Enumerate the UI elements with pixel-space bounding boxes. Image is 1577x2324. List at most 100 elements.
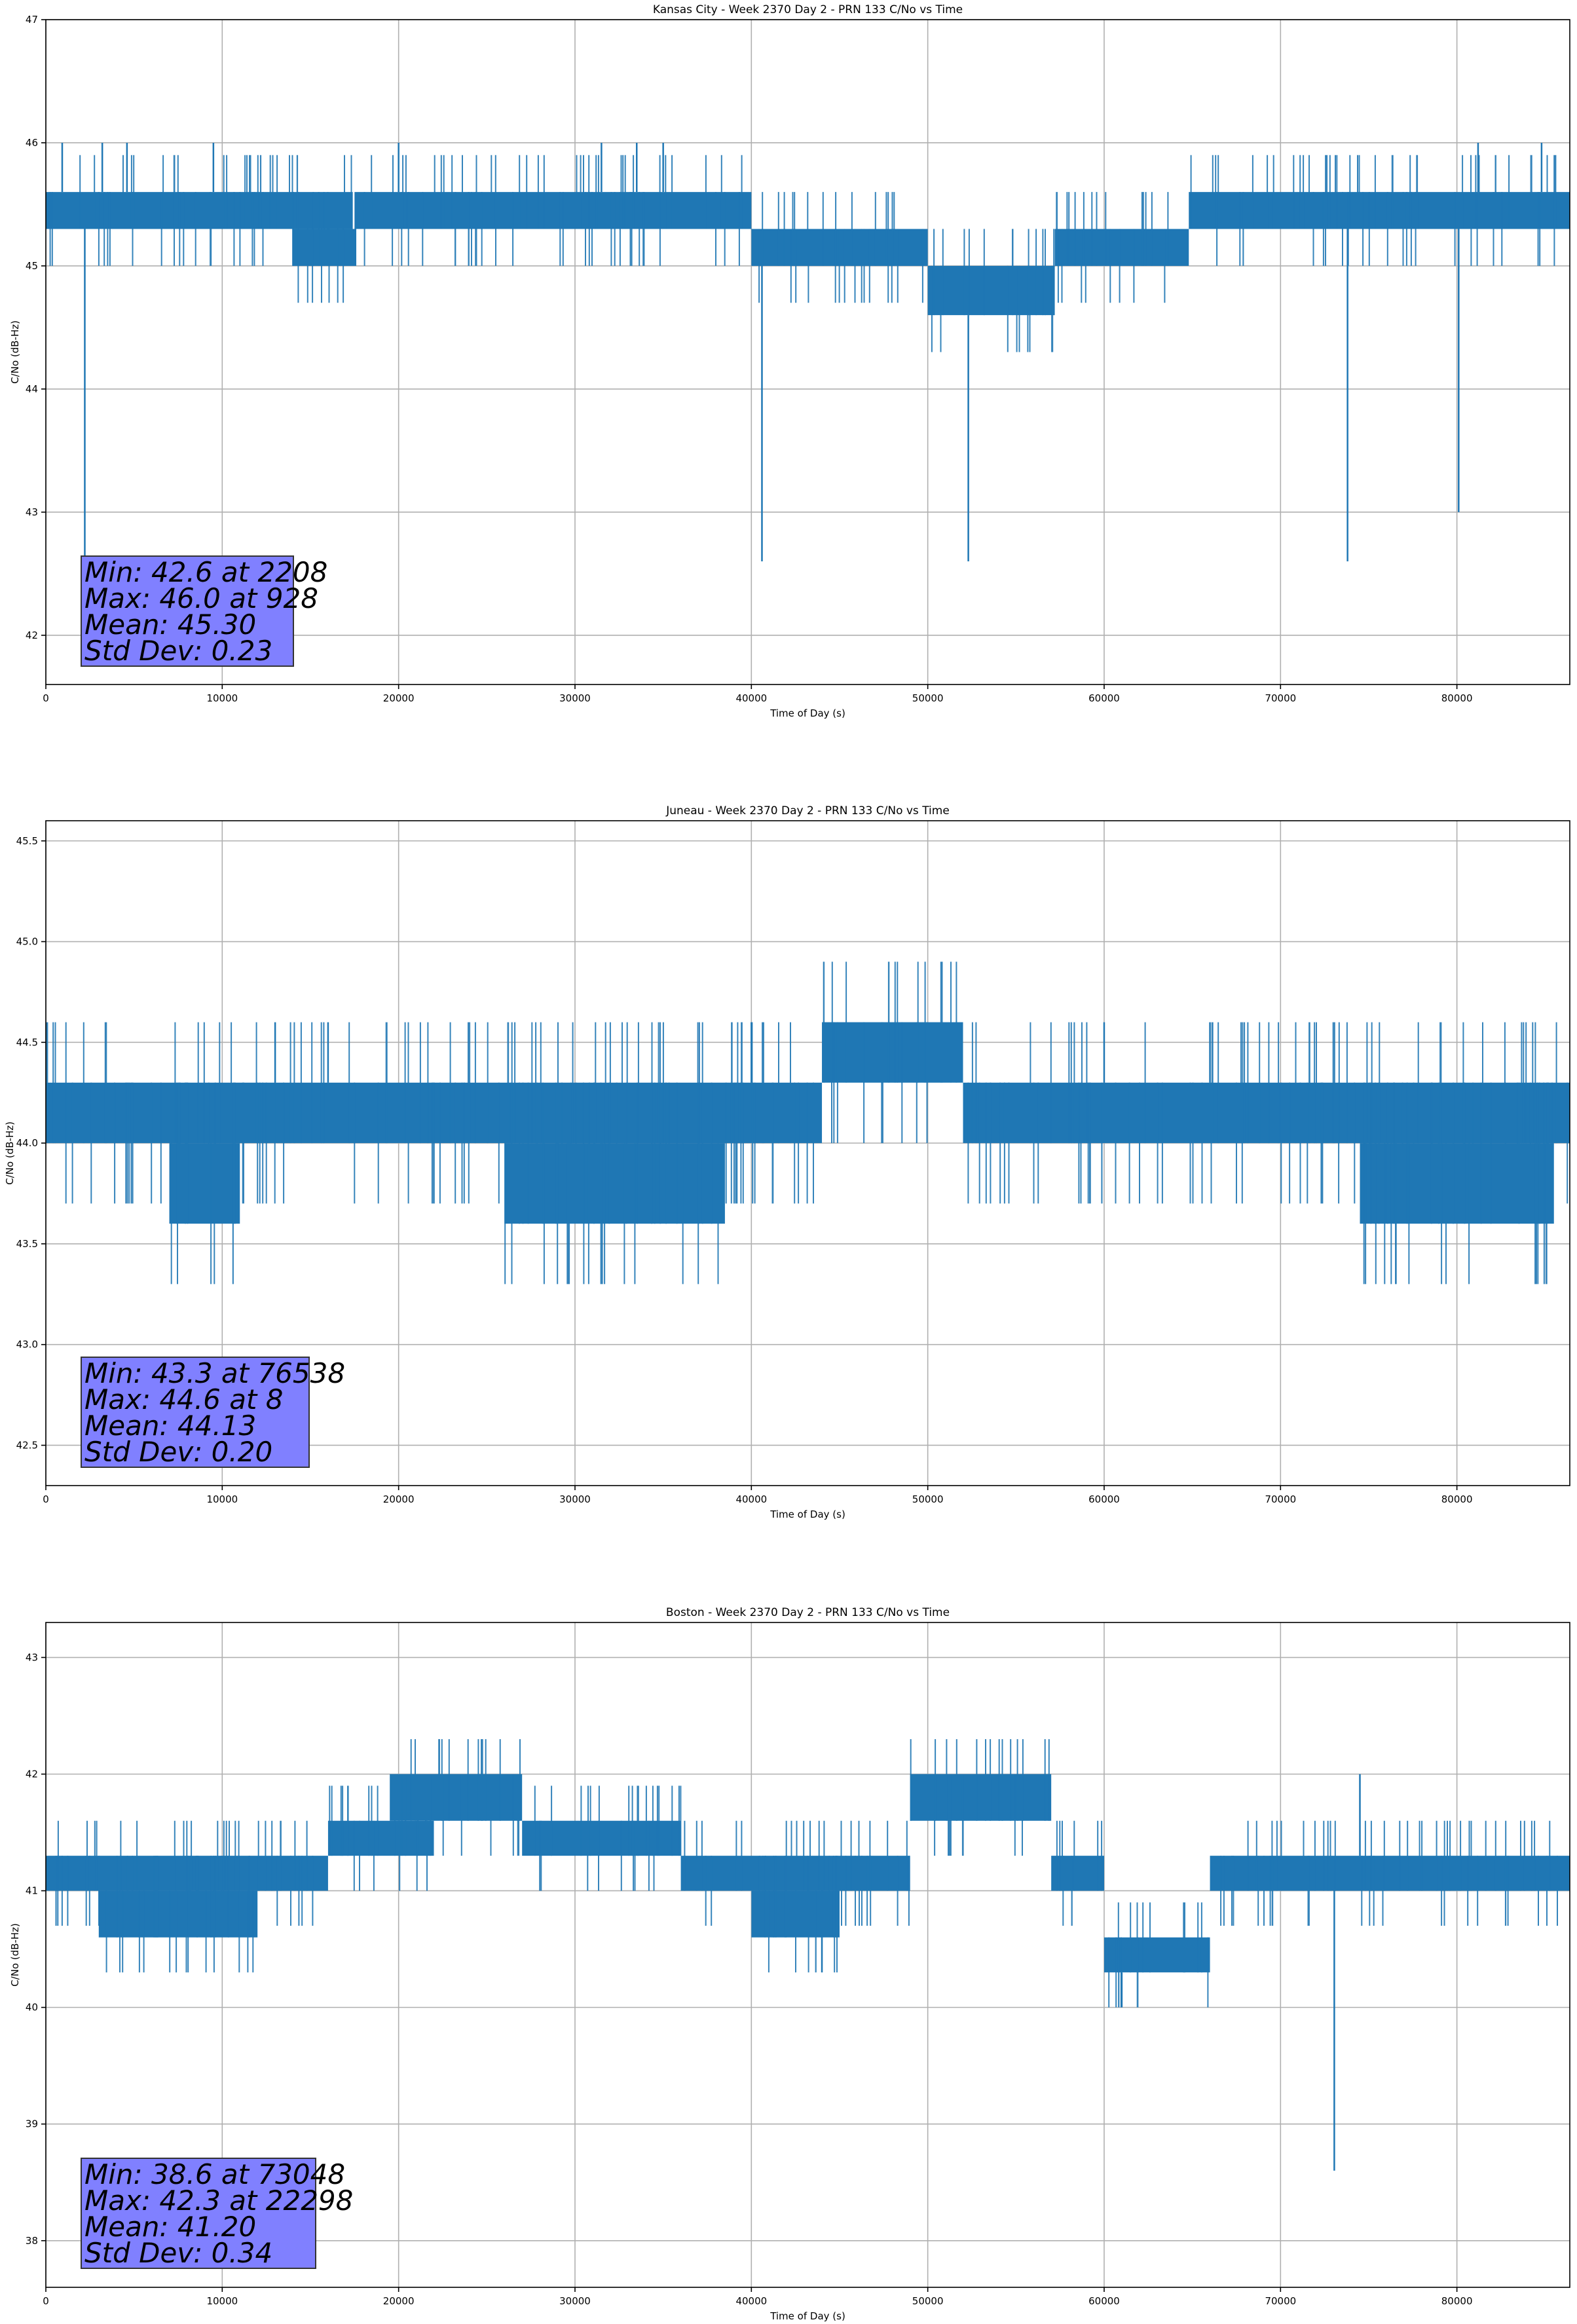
stats-mean: Mean: 44.13 (84, 1410, 257, 1442)
x-tick-label: 80000 (1441, 2295, 1473, 2307)
x-tick-label: 20000 (383, 1493, 415, 1505)
data-band (293, 229, 357, 266)
y-tick-label: 46 (26, 137, 38, 149)
data-band (390, 1774, 523, 1821)
x-tick-label: 10000 (206, 1493, 238, 1505)
data-jitter (292, 192, 344, 303)
data-band (327, 1820, 434, 1856)
x-tick-label: 80000 (1441, 1493, 1473, 1505)
x-tick-label: 10000 (206, 692, 238, 704)
data-jitter (363, 155, 743, 266)
y-axis-label: C/No (dB-Hz) (9, 1923, 21, 1987)
stats-max: Max: 44.6 at 8 (84, 1383, 284, 1415)
stats-std: Std Dev: 0.20 (84, 1436, 273, 1468)
data-series (46, 1739, 1570, 2171)
data-jitter (1220, 1820, 1558, 1926)
data-band (169, 1143, 240, 1224)
data-band (963, 1082, 1570, 1144)
chart-boston: 0 10000 20000 30000 40000 50000 60000 70000 8000… (9, 1606, 1570, 2322)
y-tick-label: 44.0 (16, 1137, 38, 1149)
x-tick-label: 50000 (912, 2295, 944, 2307)
x-tick-label: 30000 (559, 1493, 591, 1505)
data-jitter (910, 1739, 1050, 1856)
x-tick-label: 0 (43, 1493, 49, 1505)
y-tick-label: 39 (26, 2118, 38, 2130)
stats-mean: Mean: 41.20 (84, 2211, 257, 2243)
stats-std: Std Dev: 0.34 (84, 2237, 273, 2269)
y-axis-label: C/No (dB-Hz) (4, 1121, 16, 1185)
y-tick-label: 45 (26, 260, 38, 272)
chart-juneau: 0 10000 20000 30000 40000 50000 60000 70000 8000… (4, 804, 1570, 1520)
data-series (46, 962, 1570, 1284)
x-tick-label: 70000 (1265, 692, 1296, 704)
chart-title: Boston - Week 2370 Day 2 - PRN 133 C/No … (666, 1606, 950, 1619)
data-jitter (684, 1820, 910, 1926)
x-tick-label: 60000 (1088, 1493, 1120, 1505)
axes-frame (45, 820, 1570, 1486)
x-tick-label: 70000 (1265, 2295, 1296, 2307)
y-axis-label: C/No (dB-Hz) (9, 320, 21, 384)
data-band (910, 1774, 1052, 1821)
y-tick-label: 47 (26, 14, 38, 26)
y-tick-label: 42 (26, 1768, 38, 1780)
x-tick-label: 30000 (559, 692, 591, 704)
x-tick-label: 40000 (735, 1493, 767, 1505)
y-tick-label: 43.5 (16, 1238, 38, 1250)
data-jitter (170, 1082, 236, 1284)
y-tick-label: 42 (26, 629, 38, 641)
stats-std: Std Dev: 0.23 (84, 635, 273, 667)
data-jitter (534, 1786, 682, 1891)
chart-title: Kansas City - Week 2370 Day 2 - PRN 133 … (653, 3, 963, 16)
x-tick-label: 20000 (383, 2295, 415, 2307)
axes-frame (45, 1622, 1570, 2288)
y-tick-label: 43 (26, 506, 38, 518)
data-jitter (931, 229, 1055, 352)
chart-kansas-city: 0 10000 20000 30000 40000 50000 60000 70000 8000… (9, 3, 1570, 719)
y-tick-label: 38 (26, 2235, 38, 2247)
data-jitter (823, 962, 957, 1144)
y-tick-label: 42.5 (16, 1439, 38, 1451)
x-tick-label: 50000 (912, 1493, 944, 1505)
x-tick-label: 30000 (559, 2295, 591, 2307)
stats-min: Min: 42.6 at 2208 (84, 556, 328, 588)
data-jitter (49, 155, 352, 266)
x-tick-label: 50000 (912, 692, 944, 704)
y-tick-label: 40 (26, 2002, 38, 2014)
x-tick-label: 0 (43, 2295, 49, 2307)
data-band (680, 1856, 910, 1891)
chart-title: Juneau - Week 2370 Day 2 - PRN 133 C/No … (665, 804, 950, 817)
x-tick-label: 60000 (1088, 2295, 1120, 2307)
data-band (1360, 1143, 1554, 1224)
data-jitter (764, 1856, 838, 1973)
data-band (1189, 192, 1570, 229)
data-jitter (1108, 1902, 1209, 2008)
y-tick-label: 43.0 (16, 1339, 38, 1351)
data-band (822, 1022, 963, 1083)
stats-box-juneau: Min: 43.3 at 76538 Max: 44.6 at 8 Mean: … (81, 1357, 346, 1468)
x-tick-label: 10000 (206, 2295, 238, 2307)
stats-box-kansas-city: Min: 42.6 at 2208 Max: 46.0 at 928 Mean:… (81, 555, 328, 667)
stats-max: Max: 42.3 at 22298 (84, 2184, 354, 2217)
data-band (1104, 1937, 1210, 1973)
x-axis-label: Time of Day (s) (770, 707, 845, 719)
stats-min: Min: 43.3 at 76538 (84, 1357, 346, 1389)
data-band (354, 192, 752, 229)
stats-box-boston: Min: 38.6 at 73048 Max: 42.3 at 22298 Me… (81, 2158, 354, 2269)
data-band (46, 192, 353, 229)
data-jitter (401, 1739, 521, 1856)
data-jitter (1056, 192, 1169, 303)
x-tick-label: 70000 (1265, 1493, 1296, 1505)
data-jitter (55, 1820, 314, 1926)
y-tick-label: 44.5 (16, 1036, 38, 1048)
x-tick-label: 20000 (383, 692, 415, 704)
x-axis-label: Time of Day (s) (770, 1509, 845, 1520)
stats-min: Min: 38.6 at 73048 (84, 2158, 346, 2190)
x-tick-label: 40000 (735, 692, 767, 704)
y-tick-label: 45.0 (16, 936, 38, 948)
data-band (1054, 229, 1189, 266)
x-tick-label: 80000 (1441, 692, 1473, 704)
data-jitter (1056, 1820, 1103, 1926)
y-tick-label: 44 (26, 383, 38, 395)
x-tick-label: 40000 (735, 2295, 767, 2307)
